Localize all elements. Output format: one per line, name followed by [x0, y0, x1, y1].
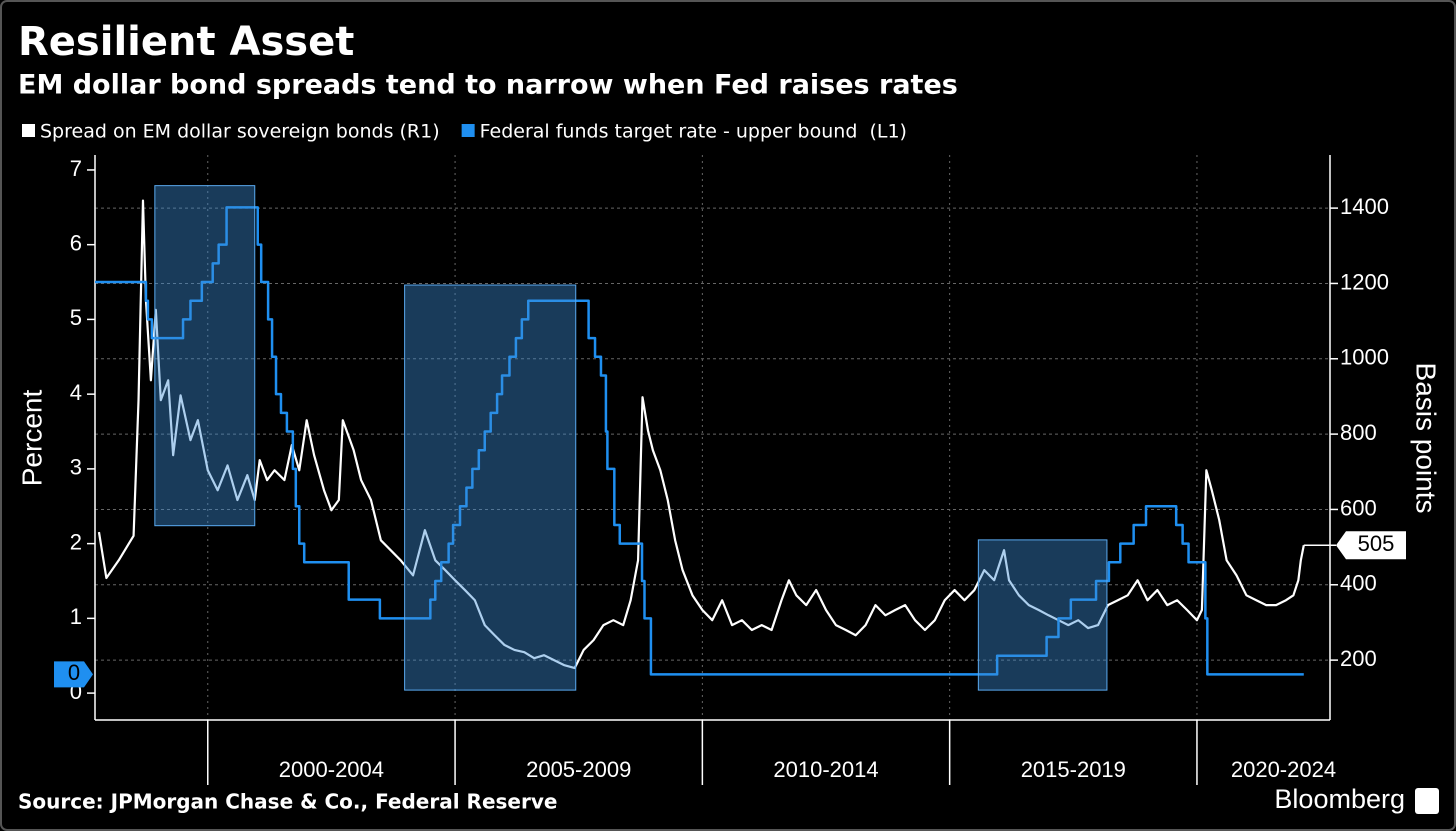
x-tick-label: 2010-2014 — [773, 757, 878, 782]
end-tag — [54, 661, 93, 688]
end-tag-label: 0 — [68, 660, 80, 685]
y2-tick-label: 400 — [1340, 571, 1377, 596]
y2-tick-label: 600 — [1340, 495, 1377, 520]
legend-swatch — [461, 124, 475, 137]
x-tick-label: 2005-2009 — [526, 757, 631, 782]
end-tag-label: 505 — [1358, 531, 1395, 556]
y-tick-label: 7 — [70, 156, 82, 181]
series-line — [97, 199, 1305, 670]
source: Source: JPMorgan Chase & Co., Federal Re… — [18, 790, 557, 814]
y-tick-label: 1 — [70, 604, 82, 629]
legend-label: Spread on EM dollar sovereign bonds (R1) — [40, 121, 440, 143]
y2-tick-label: 1400 — [1340, 194, 1389, 219]
end-tag — [1336, 531, 1406, 560]
legend: Spread on EM dollar sovereign bonds (R1)… — [22, 121, 907, 143]
brand-icon — [1415, 788, 1439, 814]
chart-title: Resilient Asset — [18, 19, 354, 65]
highlight-box — [154, 185, 256, 527]
y-axis-title: Percent — [16, 390, 47, 487]
y2-axis-title: Basis points — [1411, 363, 1442, 514]
y-tick-label: 2 — [70, 529, 82, 554]
x-tick-label: 2000-2004 — [279, 757, 384, 782]
legend-label: Federal funds target rate - upper bound … — [480, 121, 907, 143]
brand: Bloomberg — [1274, 784, 1405, 814]
highlight-box — [977, 539, 1108, 691]
y2-tick-label: 200 — [1340, 646, 1377, 671]
y-tick-label: 5 — [70, 305, 82, 330]
y-tick-label: 4 — [70, 380, 82, 405]
y-tick-label: 6 — [70, 230, 82, 255]
legend-swatch — [22, 124, 35, 137]
chart-subtitle: EM dollar bond spreads tend to narrow wh… — [18, 70, 958, 101]
x-tick-label: 2020-2024 — [1231, 757, 1336, 782]
y2-tick-label: 1000 — [1340, 345, 1389, 370]
y2-tick-label: 800 — [1340, 420, 1377, 445]
series-line — [95, 206, 1304, 676]
highlight-box — [404, 284, 577, 691]
y2-tick-label: 1200 — [1340, 269, 1389, 294]
y-tick-label: 3 — [70, 455, 82, 480]
x-tick-label: 2015-2019 — [1021, 757, 1126, 782]
